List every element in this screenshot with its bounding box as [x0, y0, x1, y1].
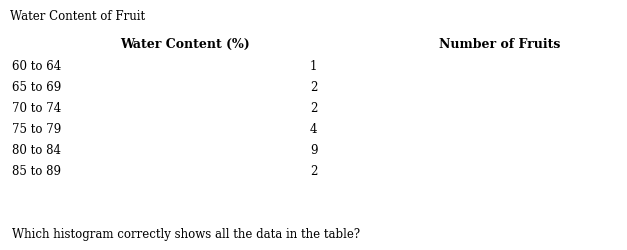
Text: Number of Fruits: Number of Fruits: [440, 38, 561, 51]
Text: 1: 1: [310, 60, 317, 73]
Text: 80 to 84: 80 to 84: [12, 144, 61, 157]
Text: 70 to 74: 70 to 74: [12, 102, 61, 115]
Text: Water Content (%): Water Content (%): [120, 38, 250, 51]
Text: 65 to 69: 65 to 69: [12, 81, 61, 94]
Text: Water Content of Fruit: Water Content of Fruit: [10, 10, 145, 23]
Text: Which histogram correctly shows all the data in the table?: Which histogram correctly shows all the …: [12, 228, 360, 241]
Text: 4: 4: [310, 123, 317, 136]
Text: 85 to 89: 85 to 89: [12, 165, 61, 178]
Text: 2: 2: [310, 81, 317, 94]
Text: 75 to 79: 75 to 79: [12, 123, 61, 136]
Text: 2: 2: [310, 165, 317, 178]
Text: 9: 9: [310, 144, 317, 157]
Text: 60 to 64: 60 to 64: [12, 60, 61, 73]
Text: 2: 2: [310, 102, 317, 115]
